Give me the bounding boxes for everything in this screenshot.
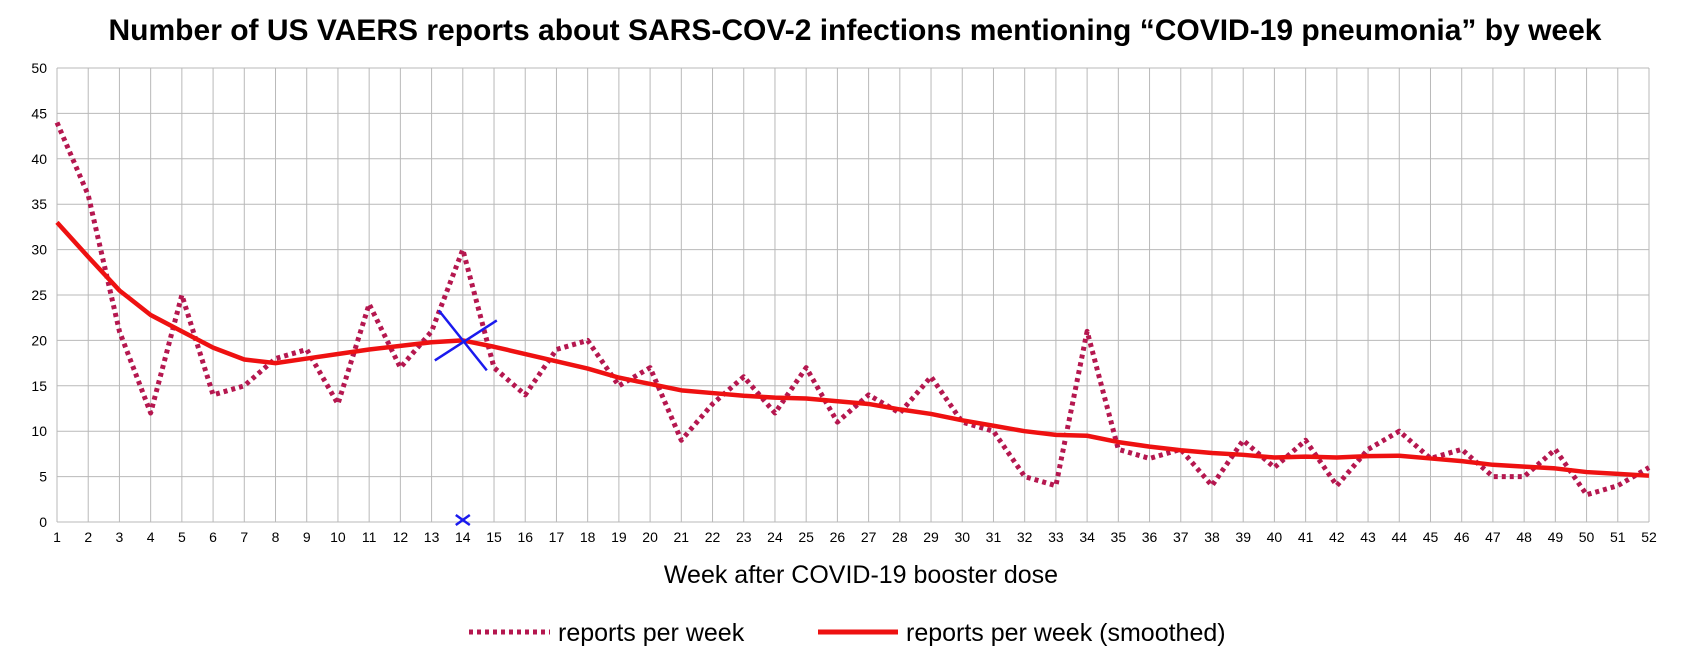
x-tick-label: 19 — [611, 529, 627, 545]
legend-label-reports-per-week: reports per week — [558, 619, 745, 647]
y-tick-label: 15 — [31, 378, 47, 394]
x-tick-label: 13 — [424, 529, 440, 545]
x-tick-label: 49 — [1548, 529, 1564, 545]
x-tick-label: 43 — [1360, 529, 1376, 545]
y-tick-label: 25 — [31, 287, 47, 303]
y-tick-labels: 0 5 10 15 20 25 30 35 40 45 50 — [31, 60, 47, 530]
y-tick-label: 10 — [31, 423, 47, 439]
x-tick-label: 45 — [1423, 529, 1439, 545]
x-tick-label: 7 — [240, 529, 248, 545]
x-tick-label: 29 — [923, 529, 939, 545]
series-line-reports-per-week — [54, 121, 1651, 498]
x-tick-label: 23 — [736, 529, 752, 545]
x-tick-label: 27 — [861, 529, 877, 545]
x-tick-label: 28 — [892, 529, 908, 545]
x-tick-label: 4 — [147, 529, 155, 545]
y-tick-label: 45 — [31, 105, 47, 121]
series-layer — [54, 121, 1651, 498]
x-tick-label: 25 — [798, 529, 814, 545]
x-tick-label: 17 — [549, 529, 565, 545]
x-tick-label: 8 — [272, 529, 280, 545]
y-tick-label: 0 — [39, 514, 47, 530]
x-tick-labels: 1 2 3 4 5 6 7 8 9 10 11 12 13 14 15 16 17 18 19 20 21 22 23 24 2… — [53, 529, 1657, 545]
y-tick-label: 30 — [31, 242, 47, 258]
x-tick-label: 14 — [455, 529, 471, 545]
x-tick-label: 52 — [1641, 529, 1657, 545]
x-tick-label: 1 — [53, 529, 61, 545]
x-tick-label: 2 — [84, 529, 92, 545]
x-tick-label: 51 — [1610, 529, 1626, 545]
x-tick-label: 33 — [1048, 529, 1064, 545]
x-tick-label: 16 — [517, 529, 533, 545]
y-tick-label: 35 — [31, 196, 47, 212]
legend-label-reports-per-week-smoothed: reports per week (smoothed) — [906, 619, 1226, 647]
x-tick-label: 32 — [1017, 529, 1033, 545]
x-tick-label: 44 — [1391, 529, 1407, 545]
x-tick-label: 31 — [986, 529, 1002, 545]
marker-cross-stroke — [434, 319, 498, 362]
x-tick-label: 39 — [1235, 529, 1251, 545]
legend: reports per week reports per week (smoot… — [469, 619, 1226, 647]
marker-cross-stroke — [437, 309, 488, 372]
x-tick-label: 12 — [393, 529, 409, 545]
x-tick-label: 42 — [1329, 529, 1345, 545]
x-tick-label: 38 — [1204, 529, 1220, 545]
x-tick-label: 34 — [1079, 529, 1095, 545]
x-tick-label: 15 — [486, 529, 502, 545]
x-tick-label: 36 — [1142, 529, 1158, 545]
axes — [56, 68, 1649, 523]
y-tick-label: 40 — [31, 151, 47, 167]
grid — [56, 67, 1650, 523]
x-tick-label: 50 — [1579, 529, 1595, 545]
x-tick-label: 26 — [830, 529, 846, 545]
x-tick-label: 48 — [1516, 529, 1532, 545]
x-tick-label: 21 — [674, 529, 690, 545]
x-tick-label: 47 — [1485, 529, 1501, 545]
x-tick-label: 37 — [1173, 529, 1189, 545]
x-tick-label: 6 — [209, 529, 217, 545]
x-tick-label: 40 — [1267, 529, 1283, 545]
x-tick-label: 20 — [642, 529, 658, 545]
x-tick-label: 9 — [303, 529, 311, 545]
x-tick-label: 35 — [1111, 529, 1127, 545]
x-tick-label: 24 — [767, 529, 783, 545]
marker-x-stroke — [455, 513, 471, 527]
y-tick-label: 20 — [31, 332, 47, 348]
x-tick-label: 11 — [362, 529, 377, 545]
series-line-reports-per-week-smoothed — [55, 220, 1650, 478]
x-tick-label: 5 — [178, 529, 186, 545]
x-tick-label: 18 — [580, 529, 596, 545]
x-tick-label: 3 — [116, 529, 124, 545]
y-tick-label: 5 — [39, 469, 47, 485]
x-tick-label: 22 — [705, 529, 721, 545]
y-tick-label: 50 — [31, 60, 47, 76]
chart-title: Number of US VAERS reports about SARS-CO… — [109, 14, 1602, 47]
x-tick-label: 46 — [1454, 529, 1470, 545]
annotations — [434, 309, 498, 527]
x-tick-label: 10 — [330, 529, 346, 545]
x-axis-title: Week after COVID-19 booster dose — [664, 561, 1058, 589]
x-tick-label: 30 — [954, 529, 970, 545]
x-tick-label: 41 — [1298, 529, 1314, 545]
